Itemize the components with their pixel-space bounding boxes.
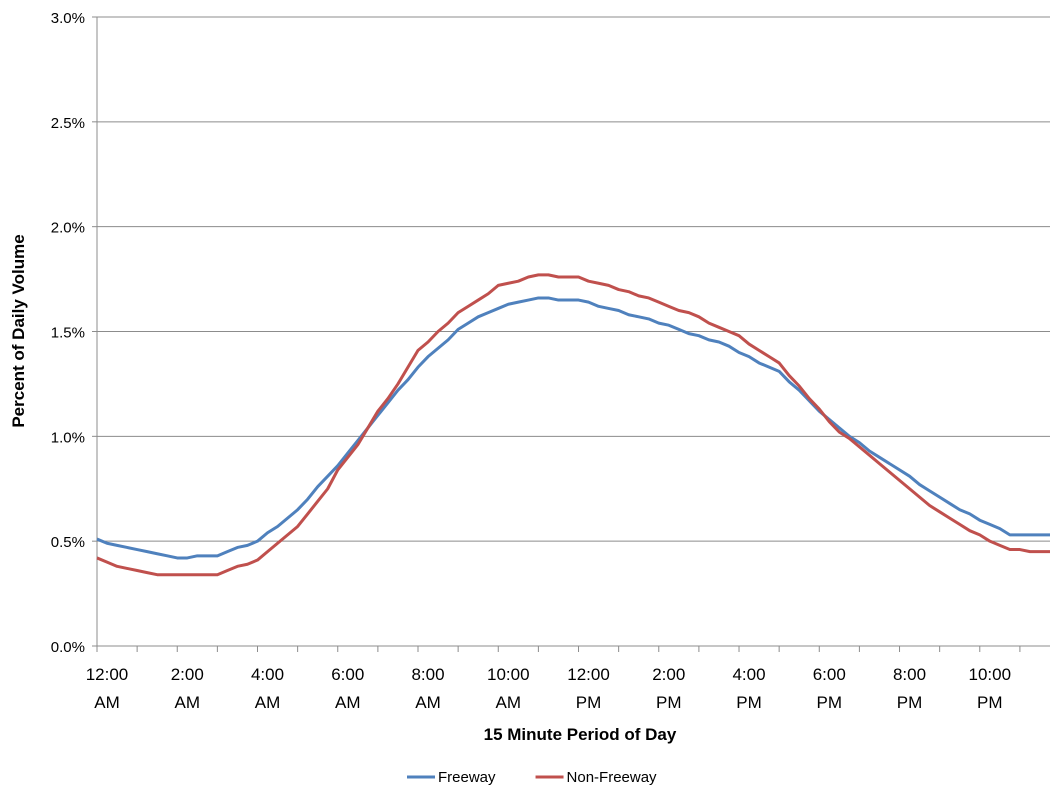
x-tick-label-line: 8:00 bbox=[411, 665, 444, 684]
x-tick-label: 8:00 PM bbox=[893, 665, 926, 712]
x-tick-label: 10:00 AM bbox=[487, 665, 530, 712]
legend-label: Freeway bbox=[438, 769, 496, 786]
x-tick-label-line: PM bbox=[736, 693, 762, 712]
x-tick-label-line: AM bbox=[415, 693, 441, 712]
x-tick-label: 4:00 AM bbox=[251, 665, 284, 712]
x-tick-label: 6:00 PM bbox=[813, 665, 846, 712]
x-tick-label-line: AM bbox=[255, 693, 281, 712]
x-tick-label-line: 12:00 bbox=[567, 665, 610, 684]
y-tick-label: 2.5% bbox=[51, 115, 85, 132]
y-tick-label: 3.0% bbox=[51, 10, 85, 27]
x-tick-label: 2:00 PM bbox=[652, 665, 685, 712]
x-tick-label-line: AM bbox=[94, 693, 120, 712]
x-tick-label-line: 12:00 bbox=[86, 665, 129, 684]
x-tick-label: 10:00 PM bbox=[969, 665, 1012, 712]
y-tick-label: 1.5% bbox=[51, 325, 85, 342]
x-tick-label: 4:00 PM bbox=[732, 665, 765, 712]
data-line bbox=[96, 296, 1050, 560]
x-tick-label-line: 6:00 bbox=[331, 665, 364, 684]
x-tick-label-line: 2:00 bbox=[171, 665, 204, 684]
x-tick-label-line: 4:00 bbox=[251, 665, 284, 684]
x-tick-label-line: 6:00 bbox=[813, 665, 846, 684]
x-tick-label: 12:00 AM bbox=[86, 665, 129, 712]
data-line bbox=[96, 273, 1050, 577]
x-tick-label-line: PM bbox=[977, 693, 1003, 712]
x-tick-label-line: 8:00 bbox=[893, 665, 926, 684]
y-tick-label: 0.5% bbox=[51, 534, 85, 551]
y-tick-label: 0.0% bbox=[51, 639, 85, 656]
x-tick-label-line: 10:00 bbox=[969, 665, 1012, 684]
x-tick-label-line: PM bbox=[817, 693, 843, 712]
x-tick-label-line: 10:00 bbox=[487, 665, 530, 684]
x-tick-label-line: AM bbox=[175, 693, 201, 712]
x-tick-label-line: PM bbox=[656, 693, 682, 712]
x-tick-label-line: PM bbox=[576, 693, 602, 712]
y-axis-title: Percent of Daily Volume bbox=[9, 234, 28, 427]
x-tick-label-line: PM bbox=[897, 693, 923, 712]
x-tick-label: 8:00 AM bbox=[411, 665, 444, 712]
x-tick-label: 2:00 AM bbox=[171, 665, 204, 712]
x-tick-label: 6:00 AM bbox=[331, 665, 364, 712]
x-tick-label-line: AM bbox=[335, 693, 361, 712]
y-tick-label: 2.0% bbox=[51, 220, 85, 237]
x-tick-label-line: AM bbox=[496, 693, 522, 712]
x-tick-label: 12:00 PM bbox=[567, 665, 610, 712]
x-tick-label-line: 2:00 bbox=[652, 665, 685, 684]
y-tick-label: 1.0% bbox=[51, 429, 85, 446]
legend-label: Non-Freeway bbox=[567, 769, 658, 786]
x-axis-title: 15 Minute Period of Day bbox=[484, 725, 677, 744]
x-tick-label-line: 4:00 bbox=[732, 665, 765, 684]
